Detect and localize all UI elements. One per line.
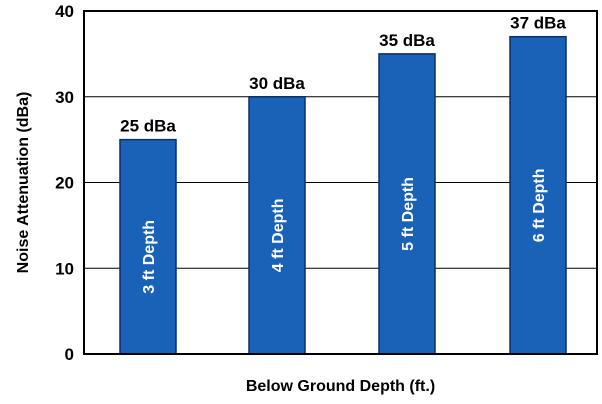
- plot-frame: [83, 10, 598, 355]
- y-tick-label: 40: [55, 2, 74, 21]
- bar: [248, 96, 306, 355]
- bar-value-label: 30 dBa: [249, 74, 305, 93]
- y-axis-title: Noise Attenuation (dBa): [15, 92, 32, 274]
- bars: [119, 35, 567, 355]
- x-axis-title: Below Ground Depth (ft.): [246, 378, 435, 395]
- y-tick-label: 20: [55, 174, 74, 193]
- bar-category-labels: 3 ft Depth 4 ft Depth 5 ft Depth 6 ft Depth: [141, 168, 548, 293]
- y-tick-label: 30: [55, 88, 74, 107]
- bar-category-label: 3 ft Depth: [141, 220, 158, 294]
- bar-value-label: 25 dBa: [120, 117, 176, 136]
- data-labels: 25 dBa 30 dBa 35 dBa 37 dBa: [120, 14, 566, 136]
- bar-category-label: 4 ft Depth: [270, 198, 287, 272]
- bar: [378, 53, 436, 355]
- bar-category-label: 6 ft Depth: [531, 168, 548, 242]
- bar: [119, 138, 177, 355]
- bar-value-label: 35 dBa: [379, 31, 435, 50]
- y-tick-labels: 0 10 20 30 40: [55, 2, 74, 364]
- y-tick-label: 10: [55, 259, 74, 278]
- bar-value-label: 37 dBa: [510, 14, 566, 33]
- bar-category-label: 5 ft Depth: [400, 177, 417, 251]
- y-tick-label: 0: [65, 345, 74, 364]
